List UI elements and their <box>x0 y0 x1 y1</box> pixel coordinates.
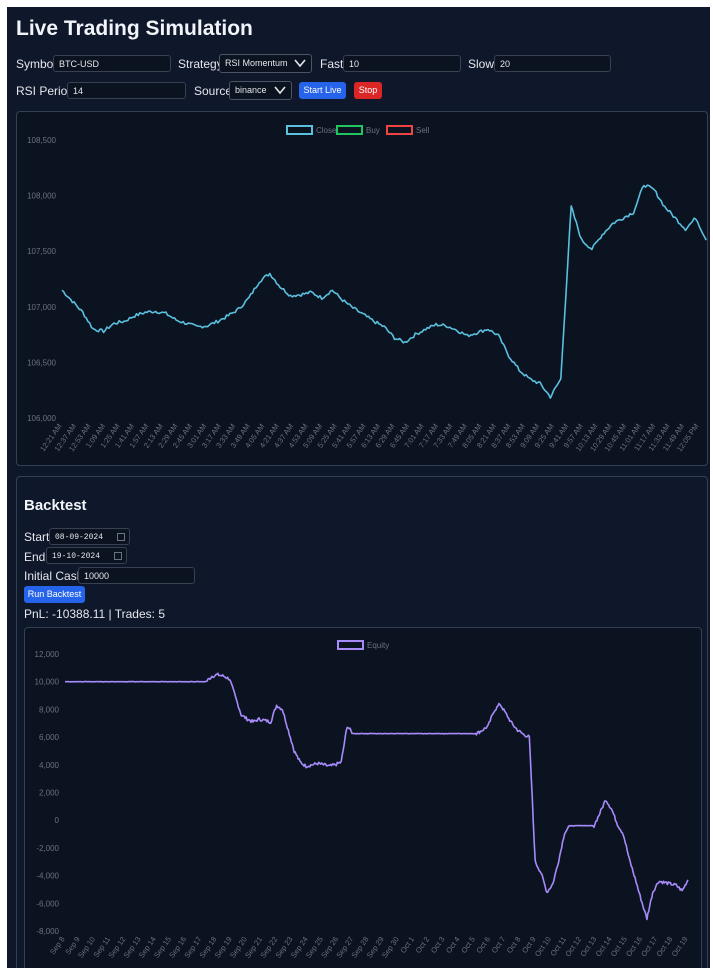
live-y-tick-label: 108,000 <box>27 192 56 201</box>
equity-y-tick-label: 8,000 <box>39 705 60 714</box>
equity-y-tick-label: -4,000 <box>36 872 59 881</box>
equity-legend-label: Equity <box>367 641 389 650</box>
live-y-tick-label: 107,500 <box>27 247 56 256</box>
live-legend-swatch <box>336 125 363 135</box>
rsi-period-label: RSI Period <box>16 84 75 98</box>
live-legend-item-buy[interactable]: Buy <box>336 125 380 135</box>
equity-x-tick-label: Sep 8 <box>48 935 67 956</box>
equity-x-tick-label: Oct 1 <box>398 935 416 955</box>
fast-input[interactable]: 10 <box>343 55 461 72</box>
start-date-input[interactable]: 08-09-2024 <box>49 528 130 545</box>
end-date-value: 19-10-2024 <box>52 552 101 561</box>
app-window: Live Trading Simulation Symbol BTC-USD S… <box>7 7 710 968</box>
live-y-tick-label: 108,500 <box>27 136 56 145</box>
live-legend-label: Close <box>316 126 337 135</box>
equity-y-tick-label: -8,000 <box>36 927 59 936</box>
equity-x-tick-label: Oct 3 <box>429 935 447 955</box>
slow-label: Slow <box>468 57 495 71</box>
calendar-icon[interactable] <box>114 552 122 560</box>
live-chart-panel: Close Buy Sell 106,000 106,500 107,000 107,500… <box>16 111 708 466</box>
chevron-down-icon <box>274 86 286 95</box>
live-price-chart: Close Buy Sell 106,000 106,500 107,000 107,500… <box>27 125 707 453</box>
source-select[interactable]: binance <box>229 81 292 100</box>
chevron-down-icon <box>294 59 306 68</box>
start-date-label: Start <box>24 530 50 544</box>
equity-series-line-equity <box>65 672 689 921</box>
equity-y-tick-label: 6,000 <box>39 733 60 742</box>
rsi-period-input[interactable]: 14 <box>67 82 186 99</box>
equity-chart: Equity -8,000 -6,000 -4,000 -2,000 0 2,000 4,00… <box>35 640 690 960</box>
equity-x-tick-label: Oct 8 <box>505 935 523 955</box>
run-backtest-button[interactable]: Run Backtest <box>24 586 85 603</box>
live-legend-swatch <box>286 125 313 135</box>
strategy-select-value: RSI Momentum <box>225 58 288 68</box>
live-series-line-close <box>61 184 707 399</box>
equity-y-tick-label: 12,000 <box>35 650 60 659</box>
calendar-icon[interactable] <box>117 533 125 541</box>
equity-x-tick-label: Oct 2 <box>414 935 432 955</box>
live-legend-item-sell[interactable]: Sell <box>386 125 430 135</box>
end-date-input[interactable]: 19-10-2024 <box>46 547 127 564</box>
equity-chart-panel: Equity -8,000 -6,000 -4,000 -2,000 0 2,000 4,00… <box>24 627 702 968</box>
equity-x-tick-label: Oct 5 <box>459 935 477 955</box>
equity-y-tick-label: 10,000 <box>35 678 60 687</box>
equity-y-tick-label: -2,000 <box>36 844 59 853</box>
live-y-tick-label: 106,000 <box>27 414 56 423</box>
symbol-label: Symbol <box>16 57 57 71</box>
initial-cash-input[interactable]: 10000 <box>78 567 195 584</box>
backtest-result: PnL: -10388.11 | Trades: 5 <box>24 607 165 621</box>
equity-legend-swatch <box>337 640 364 650</box>
equity-y-tick-label: 2,000 <box>39 789 60 798</box>
backtest-panel: Backtest Start 08-09-2024 End 19-10-2024… <box>16 476 708 968</box>
strategy-select[interactable]: RSI Momentum <box>219 54 312 73</box>
equity-x-tick-label: Oct 4 <box>444 935 462 955</box>
live-legend-swatch <box>386 125 413 135</box>
equity-x-tick-label: Oct 6 <box>474 935 492 955</box>
start-date-value: 08-09-2024 <box>55 533 104 542</box>
end-date-label: End <box>24 550 46 564</box>
live-y-tick-label: 106,500 <box>27 358 56 367</box>
live-legend-item-close[interactable]: Close <box>286 125 337 135</box>
equity-legend-item-equity[interactable]: Equity <box>337 640 389 650</box>
equity-x-tick-label: Oct 7 <box>490 935 508 955</box>
slow-input[interactable]: 20 <box>494 55 611 72</box>
live-y-tick-label: 107,000 <box>27 303 56 312</box>
equity-y-tick-label: 4,000 <box>39 761 60 770</box>
live-legend-label: Sell <box>416 126 430 135</box>
initial-cash-label: Initial Cash <box>24 569 84 583</box>
equity-x-tick-label: Oct 19 <box>670 935 690 958</box>
start-live-button[interactable]: Start Live <box>299 82 346 99</box>
backtest-heading: Backtest <box>24 497 87 514</box>
strategy-label: Strategy <box>178 57 223 71</box>
equity-y-tick-label: -6,000 <box>36 899 59 908</box>
equity-y-tick-label: 0 <box>55 816 60 825</box>
fast-label: Fast <box>320 57 344 71</box>
page-title: Live Trading Simulation <box>16 17 253 40</box>
source-label: Source <box>194 84 233 98</box>
symbol-input[interactable]: BTC-USD <box>53 55 171 72</box>
source-select-value: binance <box>235 85 267 95</box>
live-legend-label: Buy <box>366 126 380 135</box>
stop-button[interactable]: Stop <box>354 82 382 99</box>
